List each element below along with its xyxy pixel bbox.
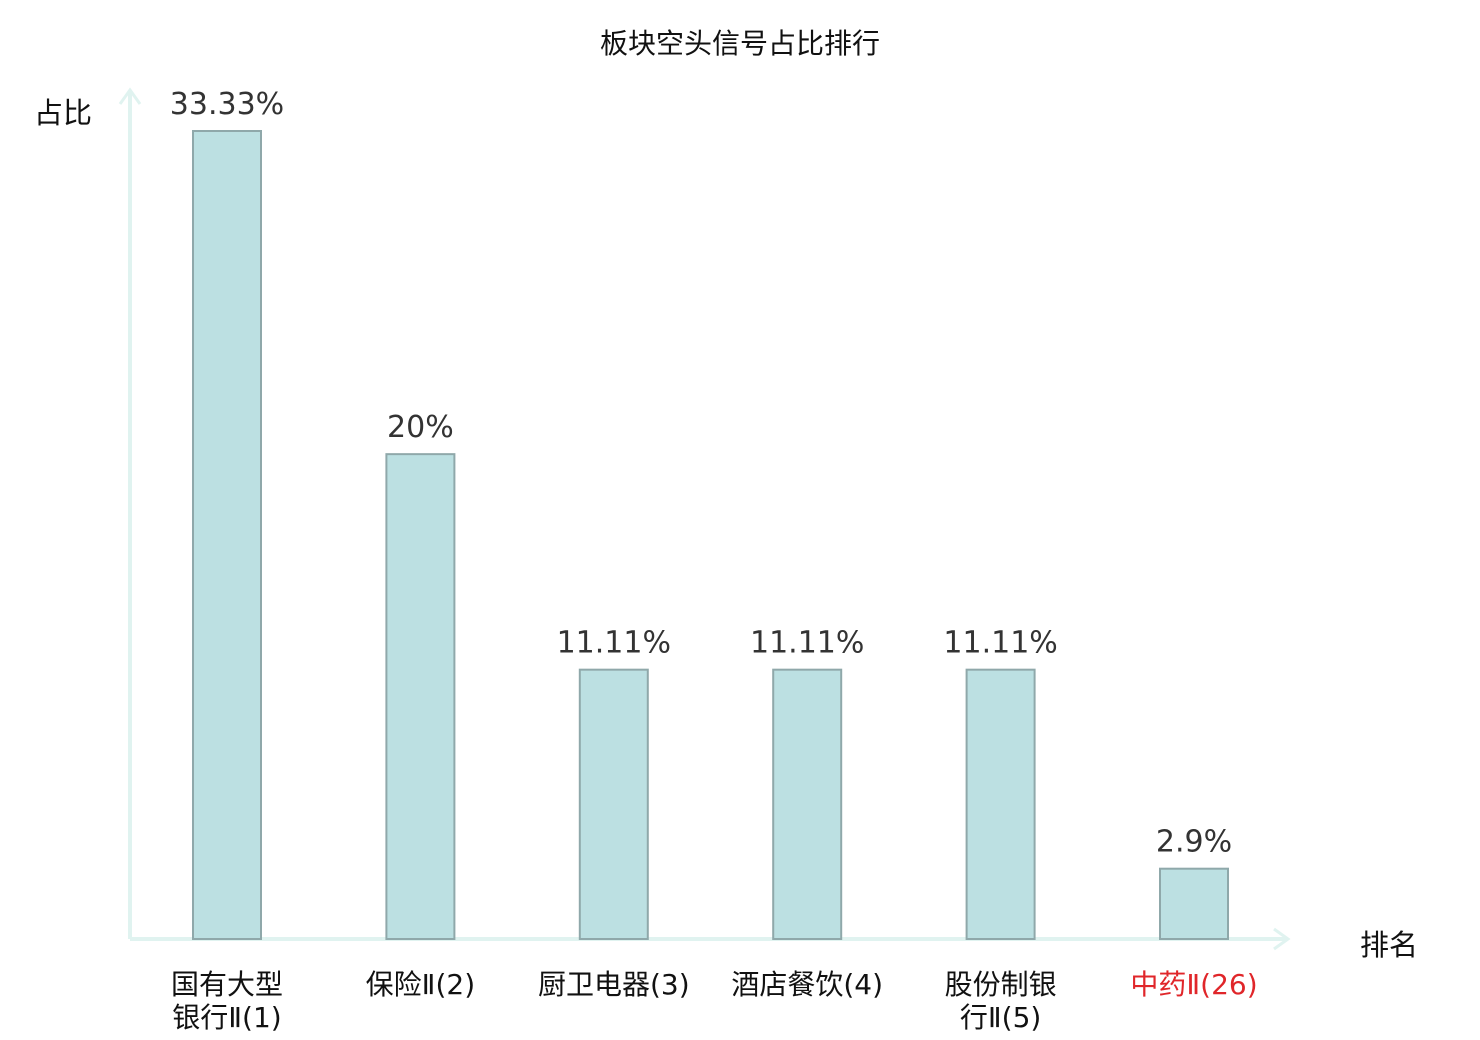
- y-axis-label: 占比: [34, 96, 93, 130]
- x-tick-label: 股份制银行Ⅱ(5): [945, 968, 1057, 1034]
- bar-value-label: 20%: [387, 410, 454, 445]
- bar-value-label: 11.11%: [943, 626, 1057, 661]
- x-axis-label: 排名: [1360, 928, 1419, 962]
- y-axis-arrow-icon: [118, 87, 142, 105]
- x-tick-label-line: 厨卫电器(3): [538, 968, 690, 1001]
- bar: [578, 668, 649, 941]
- x-axis-arrow-icon: [1273, 927, 1291, 951]
- bar-value-label: 11.11%: [557, 626, 671, 661]
- x-tick-label: 厨卫电器(3): [538, 968, 690, 1001]
- bar: [192, 130, 262, 940]
- bar: [1159, 867, 1229, 940]
- x-tick-label: 保险Ⅱ(2): [366, 968, 475, 1001]
- x-tick-label-line: 国有大型: [171, 968, 283, 1001]
- bar: [385, 453, 456, 940]
- x-tick-label: 酒店餐饮(4): [731, 968, 883, 1001]
- x-tick-label-line: 股份制银: [945, 968, 1057, 1001]
- x-tick-label: 国有大型银行Ⅱ(1): [171, 968, 283, 1034]
- x-tick-label-line: 中药Ⅱ(26): [1130, 968, 1257, 1001]
- x-tick-label-line: 酒店餐饮(4): [731, 968, 883, 1001]
- x-tick-label-line: 银行Ⅱ(1): [172, 1001, 281, 1034]
- x-tick-label-line: 行Ⅱ(5): [960, 1001, 1041, 1034]
- x-tick-label: 中药Ⅱ(26): [1130, 968, 1257, 1001]
- x-tick-label-line: 保险Ⅱ(2): [366, 968, 475, 1001]
- bar: [965, 668, 1036, 941]
- bar: [772, 668, 843, 941]
- chart-title: 板块空头信号占比排行: [599, 27, 880, 60]
- bar-value-label: 2.9%: [1156, 825, 1232, 860]
- bar-value-label: 33.33%: [170, 87, 284, 122]
- bar-value-label: 11.11%: [750, 626, 864, 661]
